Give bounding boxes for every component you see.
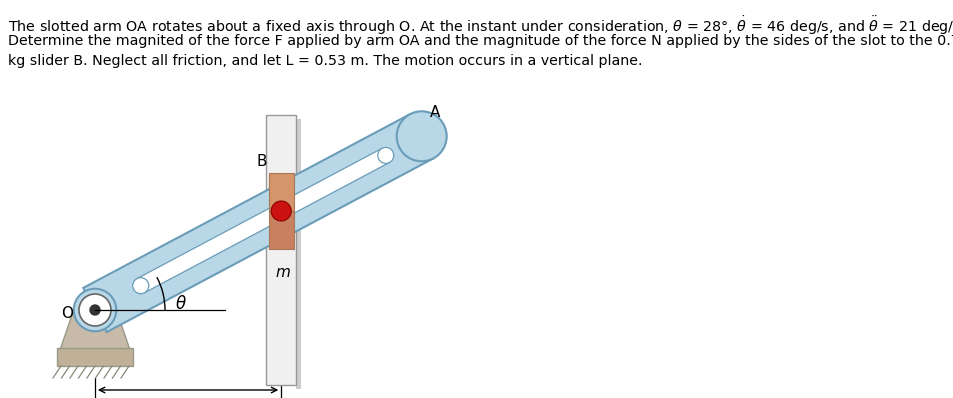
Circle shape bbox=[396, 111, 446, 161]
Circle shape bbox=[377, 147, 394, 164]
Text: O: O bbox=[61, 306, 73, 322]
Text: m: m bbox=[275, 265, 291, 280]
Bar bbox=[295, 119, 301, 389]
Circle shape bbox=[271, 201, 291, 221]
Text: The slotted arm OA rotates about a fixed axis through O. At the instant under co: The slotted arm OA rotates about a fixed… bbox=[8, 14, 953, 37]
Text: B: B bbox=[256, 154, 267, 169]
Circle shape bbox=[79, 294, 111, 326]
Polygon shape bbox=[83, 114, 433, 332]
Bar bbox=[57, 348, 132, 366]
Circle shape bbox=[90, 305, 100, 315]
Bar bbox=[269, 211, 294, 249]
Text: kg slider B. Neglect all friction, and let L = 0.53 m. The motion occurs in a ve: kg slider B. Neglect all friction, and l… bbox=[8, 54, 641, 68]
Polygon shape bbox=[60, 312, 130, 350]
Polygon shape bbox=[137, 148, 389, 293]
Bar bbox=[269, 173, 294, 211]
Circle shape bbox=[73, 289, 116, 331]
Bar bbox=[266, 115, 295, 385]
Text: A: A bbox=[429, 105, 439, 120]
Circle shape bbox=[132, 278, 149, 294]
Text: Determine the magnited of the force F applied by arm OA and the magnitude of the: Determine the magnited of the force F ap… bbox=[8, 34, 953, 48]
Text: $\theta$: $\theta$ bbox=[174, 295, 187, 313]
